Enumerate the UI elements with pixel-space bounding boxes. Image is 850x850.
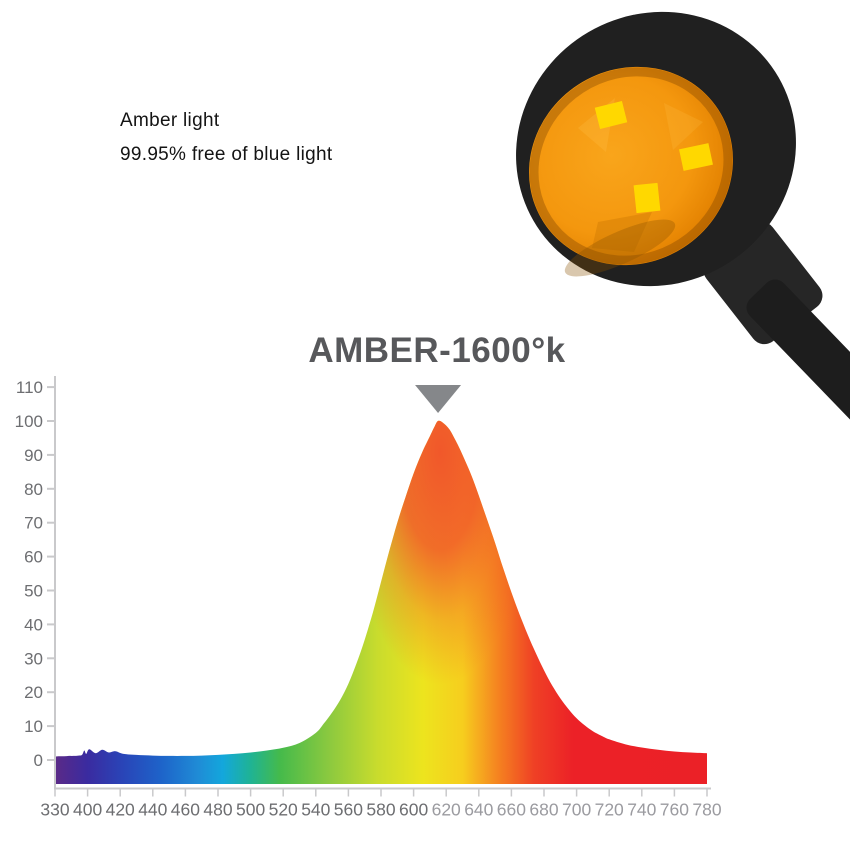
y-tick-label: 40 — [24, 615, 43, 634]
x-tick-label: 760 — [660, 800, 689, 820]
lamp-image — [516, 11, 850, 425]
x-tick-label: 720 — [595, 800, 624, 820]
x-tick-label: 640 — [464, 800, 493, 820]
x-tick-label: 620 — [432, 800, 461, 820]
x-tick-label: 540 — [301, 800, 330, 820]
claim-line-1: Amber light — [120, 110, 220, 131]
y-tick-label: 100 — [15, 412, 43, 431]
led-chip — [633, 182, 661, 214]
x-tick-label: 480 — [203, 800, 232, 820]
x-tick-label: 400 — [73, 800, 102, 820]
led-chip — [594, 100, 628, 130]
y-tick-label: 20 — [24, 683, 43, 702]
y-tick-label: 50 — [24, 582, 43, 601]
lens-inner-shadow-patch — [592, 212, 652, 252]
x-tick-label: 460 — [171, 800, 200, 820]
lamp-gooseneck-tube — [746, 279, 850, 425]
x-tick-label: 560 — [334, 800, 363, 820]
product-claims: Amber light 99.95% free of blue light — [120, 104, 332, 172]
lamp-lens — [529, 66, 733, 266]
x-tick-label: 700 — [562, 800, 591, 820]
x-tick-label: 420 — [106, 800, 135, 820]
lens-bottom-shadow — [564, 219, 676, 277]
spectrum-peak-glow — [55, 420, 707, 784]
x-tick-label: 580 — [366, 800, 395, 820]
peak-marker-triangle — [415, 385, 462, 413]
x-tick-label: 330 — [40, 800, 69, 820]
y-tick-label: 0 — [34, 751, 43, 770]
spectrum-chart: 0 10 20 30 40 50 60 70 80 90 100 110 330 400 420 440 460… — [15, 376, 722, 820]
x-tick-label: 740 — [627, 800, 656, 820]
led-chip — [679, 143, 713, 171]
chart-title: AMBER-1600°k — [308, 331, 566, 370]
y-tick-label: 70 — [24, 514, 43, 533]
x-tick-label: 440 — [138, 800, 167, 820]
x-tick-label: 660 — [497, 800, 526, 820]
x-tick-label: 520 — [269, 800, 298, 820]
lens-reflection — [664, 103, 703, 150]
x-tick-label: 780 — [692, 800, 721, 820]
y-tick-label: 90 — [24, 446, 43, 465]
y-tick-label: 60 — [24, 548, 43, 567]
x-tick-label: 680 — [529, 800, 558, 820]
x-tick-label: 500 — [236, 800, 265, 820]
claim-line-2: 99.95% free of blue light — [120, 144, 333, 165]
y-tick-label: 30 — [24, 649, 43, 668]
x-tick-label: 600 — [399, 800, 428, 820]
y-tick-label: 110 — [16, 378, 43, 397]
y-tick-label: 80 — [24, 480, 43, 499]
y-tick-label: 10 — [24, 717, 43, 736]
lens-edge-shade — [529, 67, 733, 265]
